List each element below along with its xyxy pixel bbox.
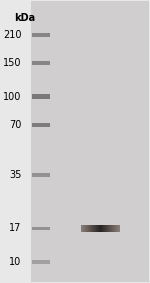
Text: 100: 100 xyxy=(3,92,22,102)
FancyBboxPatch shape xyxy=(102,225,103,232)
Text: 17: 17 xyxy=(9,223,22,233)
FancyBboxPatch shape xyxy=(82,225,83,232)
FancyBboxPatch shape xyxy=(109,225,110,232)
FancyBboxPatch shape xyxy=(107,225,108,232)
FancyBboxPatch shape xyxy=(87,225,88,232)
FancyBboxPatch shape xyxy=(86,225,87,232)
FancyBboxPatch shape xyxy=(118,225,119,232)
Text: 70: 70 xyxy=(9,120,22,130)
FancyBboxPatch shape xyxy=(32,61,50,65)
FancyBboxPatch shape xyxy=(32,260,50,264)
FancyBboxPatch shape xyxy=(84,225,85,232)
FancyBboxPatch shape xyxy=(98,225,99,232)
FancyBboxPatch shape xyxy=(85,225,86,232)
FancyBboxPatch shape xyxy=(32,227,50,230)
FancyBboxPatch shape xyxy=(96,225,97,232)
FancyBboxPatch shape xyxy=(100,225,101,232)
FancyBboxPatch shape xyxy=(81,225,82,232)
FancyBboxPatch shape xyxy=(89,225,90,232)
FancyBboxPatch shape xyxy=(116,225,117,232)
FancyBboxPatch shape xyxy=(113,225,114,232)
FancyBboxPatch shape xyxy=(106,225,107,232)
FancyBboxPatch shape xyxy=(83,225,84,232)
FancyBboxPatch shape xyxy=(32,123,50,127)
FancyBboxPatch shape xyxy=(114,225,115,232)
FancyBboxPatch shape xyxy=(32,95,50,99)
FancyBboxPatch shape xyxy=(108,225,109,232)
FancyBboxPatch shape xyxy=(95,225,96,232)
FancyBboxPatch shape xyxy=(119,225,120,232)
FancyBboxPatch shape xyxy=(111,225,112,232)
Text: 150: 150 xyxy=(3,58,22,68)
FancyBboxPatch shape xyxy=(103,225,104,232)
FancyBboxPatch shape xyxy=(115,225,116,232)
Text: kDa: kDa xyxy=(14,13,35,23)
Text: 210: 210 xyxy=(3,30,22,40)
FancyBboxPatch shape xyxy=(90,225,91,232)
FancyBboxPatch shape xyxy=(91,225,92,232)
FancyBboxPatch shape xyxy=(92,225,93,232)
FancyBboxPatch shape xyxy=(32,173,50,177)
FancyBboxPatch shape xyxy=(94,225,95,232)
FancyBboxPatch shape xyxy=(101,225,102,232)
FancyBboxPatch shape xyxy=(97,225,98,232)
FancyBboxPatch shape xyxy=(31,1,149,282)
FancyBboxPatch shape xyxy=(110,225,111,232)
FancyBboxPatch shape xyxy=(32,33,50,37)
Text: 35: 35 xyxy=(9,170,22,180)
FancyBboxPatch shape xyxy=(117,225,118,232)
FancyBboxPatch shape xyxy=(93,225,94,232)
FancyBboxPatch shape xyxy=(88,225,89,232)
FancyBboxPatch shape xyxy=(104,225,105,232)
FancyBboxPatch shape xyxy=(112,225,113,232)
FancyBboxPatch shape xyxy=(105,225,106,232)
Text: 10: 10 xyxy=(9,257,22,267)
FancyBboxPatch shape xyxy=(99,225,100,232)
